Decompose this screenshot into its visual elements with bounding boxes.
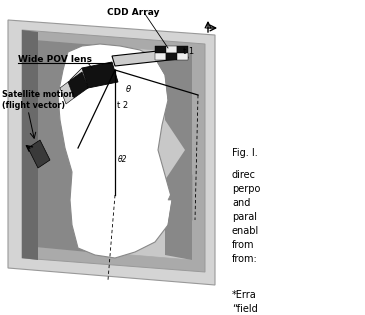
Polygon shape — [112, 48, 188, 66]
Polygon shape — [177, 46, 188, 53]
Polygon shape — [35, 40, 192, 260]
Text: perpo: perpo — [232, 184, 260, 194]
Polygon shape — [70, 68, 88, 92]
Text: Satellite motion
(flight vector): Satellite motion (flight vector) — [2, 90, 74, 110]
Text: Wide POV lens: Wide POV lens — [18, 55, 92, 65]
Polygon shape — [166, 53, 177, 60]
Text: CDD Array: CDD Array — [107, 8, 159, 17]
Text: “field: “field — [232, 304, 258, 314]
Polygon shape — [22, 30, 205, 272]
Polygon shape — [68, 72, 88, 98]
Polygon shape — [8, 20, 215, 285]
Text: paral: paral — [232, 212, 257, 222]
Polygon shape — [166, 46, 177, 53]
Polygon shape — [35, 40, 120, 255]
Polygon shape — [28, 140, 50, 168]
Polygon shape — [177, 53, 188, 60]
Polygon shape — [155, 53, 166, 60]
Text: θ2: θ2 — [118, 156, 127, 164]
Text: t 2: t 2 — [117, 100, 128, 110]
Text: Fig. I.: Fig. I. — [232, 148, 258, 158]
Polygon shape — [22, 30, 38, 260]
Text: t 1: t 1 — [183, 48, 194, 56]
Polygon shape — [155, 58, 188, 115]
Polygon shape — [155, 46, 166, 53]
Polygon shape — [58, 44, 172, 258]
Text: from:: from: — [232, 254, 258, 264]
Polygon shape — [82, 62, 118, 88]
Text: *Erra: *Erra — [232, 290, 257, 300]
Text: from: from — [232, 240, 254, 250]
Text: and: and — [232, 198, 250, 208]
Polygon shape — [60, 82, 74, 104]
Text: θ: θ — [126, 85, 131, 94]
Polygon shape — [168, 165, 192, 245]
Polygon shape — [165, 53, 192, 260]
Text: enabl: enabl — [232, 226, 259, 236]
Text: direc: direc — [232, 170, 256, 180]
